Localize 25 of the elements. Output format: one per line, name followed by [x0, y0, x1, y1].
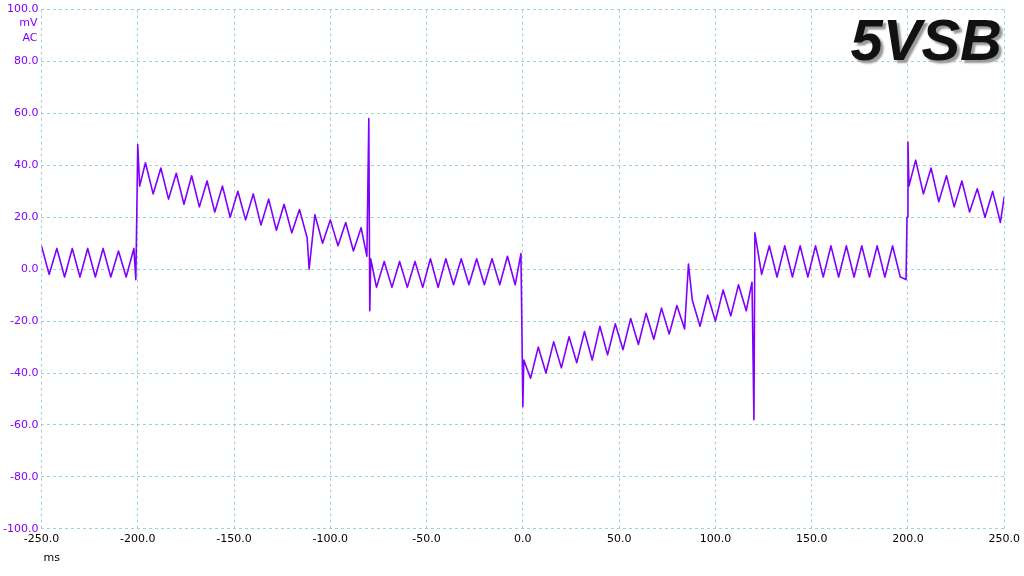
y-tick-label: 60.0 — [13, 106, 39, 120]
chart-title: 5VSB — [850, 6, 1002, 73]
y-tick-label: 80.0 — [13, 54, 39, 68]
y-tick-label: 20.0 — [13, 210, 39, 224]
y-tick-label: -20.0 — [9, 313, 39, 327]
x-tick-label: 200.0 — [892, 532, 924, 546]
y-axis-title: mV AC — [19, 16, 38, 45]
x-tick-label: -100.0 — [312, 532, 349, 546]
y-tick-label: -100.0 — [2, 521, 39, 535]
x-axis-title: ms — [43, 551, 61, 565]
y-tick-label: -60.0 — [9, 417, 39, 431]
x-tick-label: -250.0 — [23, 532, 60, 546]
x-tick-label: -50.0 — [412, 532, 441, 546]
y-tick-label: 0.0 — [20, 262, 39, 276]
y-tick-label: -40.0 — [9, 365, 39, 379]
x-tick-label: -200.0 — [120, 532, 156, 546]
x-tick-label: 150.0 — [795, 532, 828, 546]
x-tick-label: 50.0 — [606, 532, 632, 546]
x-tick-label: -150.0 — [216, 532, 252, 546]
y-tick-label: 100.0 — [6, 2, 39, 16]
y-tick-label: 40.0 — [13, 158, 39, 172]
x-tick-label: 100.0 — [699, 532, 732, 546]
x-tick-label: 0.0 — [514, 532, 532, 546]
y-tick-label: -80.0 — [9, 469, 39, 483]
x-tick-label: 250.0 — [988, 532, 1020, 546]
